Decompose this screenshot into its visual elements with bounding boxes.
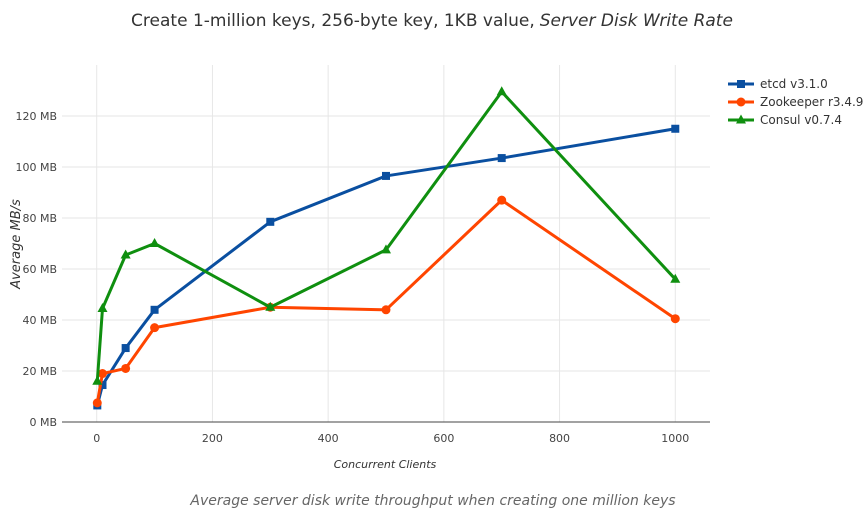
data-point — [120, 249, 131, 259]
data-point — [381, 305, 391, 315]
data-point — [266, 217, 275, 226]
data-point — [670, 314, 680, 324]
legend-marker — [736, 97, 746, 107]
y-tick-label: 100 MB — [15, 161, 57, 174]
data-point — [121, 344, 130, 353]
x-axis-label: Concurrent Clients — [334, 458, 437, 471]
chart-title: Create 1-million keys, 256-byte key, 1KB… — [131, 11, 733, 31]
chart-title-emphasis: Server Disk Write Rate — [540, 11, 733, 31]
legend-item-etcd-v3-1-0[interactable]: etcd v3.1.0 — [728, 77, 828, 91]
series-line — [95, 127, 676, 406]
data-point — [149, 238, 160, 247]
data-point — [265, 301, 276, 311]
legend-label: Consul v0.7.4 — [760, 113, 842, 127]
y-tick-label: 80 MB — [22, 212, 57, 225]
series-etcd-v3-1-0 — [93, 124, 680, 410]
data-point — [150, 323, 160, 333]
data-point — [381, 244, 391, 254]
legend: etcd v3.1.0 Zookeeper r3.4.9 Consul v0.7.4 — [728, 77, 863, 127]
x-tick-label: 0 — [93, 432, 100, 445]
data-point — [97, 303, 108, 313]
series-line — [95, 198, 677, 404]
data-point — [671, 124, 680, 133]
data-point — [382, 171, 390, 180]
x-tick-label: 600 — [433, 432, 454, 445]
grid-layer — [62, 65, 710, 422]
x-tick-label: 400 — [318, 432, 339, 445]
legend-marker — [737, 80, 745, 88]
x-tick-label: 200 — [202, 432, 223, 445]
data-point — [98, 381, 107, 390]
data-point — [92, 375, 103, 385]
data-point — [150, 305, 159, 314]
series-layer — [92, 86, 681, 410]
legend-marker — [736, 114, 746, 124]
series-consul-v0-7-4 — [92, 86, 681, 385]
data-point — [497, 195, 507, 205]
legend-item-zookeeper-r3-4-9[interactable]: Zookeeper r3.4.9 — [728, 95, 863, 109]
y-tick-label: 120 MB — [15, 110, 57, 123]
data-point — [496, 86, 507, 96]
x-tick-label: 800 — [549, 432, 570, 445]
data-point — [497, 154, 506, 163]
y-tick-label: 40 MB — [22, 314, 57, 327]
x-tick-label: 1000 — [661, 432, 689, 445]
y-tick-label: 0 MB — [29, 416, 57, 429]
y-axis-label: Average MB/s — [9, 199, 24, 290]
chart-caption: Average server disk write throughput whe… — [189, 493, 675, 509]
series-line — [95, 90, 677, 382]
data-point — [670, 273, 681, 283]
y-tick-label: 60 MB — [22, 263, 57, 276]
series-zookeeper-r3-4-9 — [92, 195, 680, 408]
legend-label: etcd v3.1.0 — [760, 77, 828, 91]
chart-title-main: Create 1-million keys, 256-byte key, 1KB… — [131, 11, 535, 31]
legend-item-consul-v0-7-4[interactable]: Consul v0.7.4 — [728, 113, 842, 127]
axis-layer: 0 200 400 600 800 1000 0 MB 20 MB 40 MB 60 MB 80 M… — [15, 110, 710, 445]
data-point — [98, 369, 107, 379]
y-tick-label: 20 MB — [22, 365, 57, 378]
data-point — [121, 363, 131, 373]
data-point — [92, 398, 102, 408]
legend-label: Zookeeper r3.4.9 — [760, 95, 863, 109]
